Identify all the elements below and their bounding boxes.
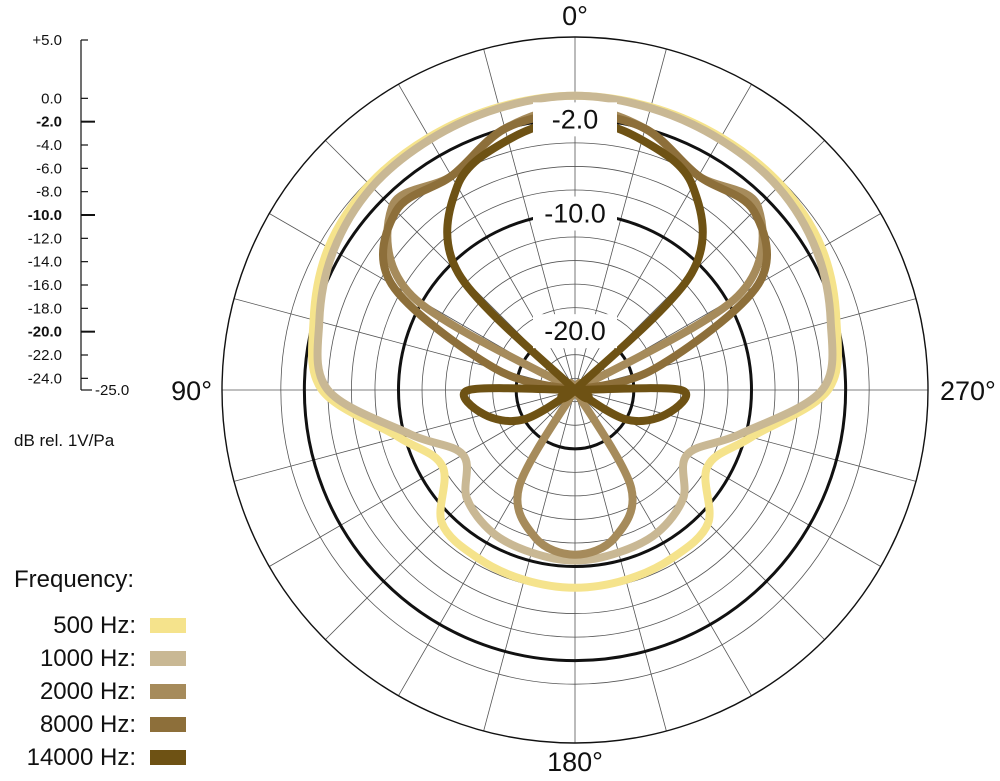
legend-swatch xyxy=(150,750,186,765)
unit-label: dB rel. 1V/Pa xyxy=(14,431,115,450)
legend-label: 14000 Hz: xyxy=(27,744,136,771)
scale-label: -25.0 xyxy=(95,382,129,399)
grid-ring xyxy=(445,260,705,520)
scale-label: -8.0 xyxy=(36,184,62,201)
ring-label: -2.0 xyxy=(552,104,599,134)
scale-label: -12.0 xyxy=(28,230,62,247)
scale-label: -24.0 xyxy=(28,370,62,387)
scale-label: -2.0 xyxy=(36,114,62,131)
scale-label: -10.0 xyxy=(28,207,62,224)
legend-label: 8000 Hz: xyxy=(40,711,136,738)
grid-ring xyxy=(421,236,729,544)
ring-label: -20.0 xyxy=(544,316,606,346)
ring-label: -10.0 xyxy=(544,199,606,229)
ring-label-bg xyxy=(533,314,617,349)
db-scale: dB rel. 1V/Pa +5.0 0.0 -2.0 -4.0 -6.0 -8.0 -10… xyxy=(14,32,129,450)
angle-label: 270° xyxy=(940,376,996,406)
scale-label: +5.0 xyxy=(32,32,62,49)
legend-swatch xyxy=(150,618,186,633)
series-curve xyxy=(443,115,707,426)
angle-label: 90° xyxy=(171,376,212,406)
angle-label: 0° xyxy=(562,1,588,31)
legend-label: 1000 Hz: xyxy=(40,645,136,672)
legend-title: Frequency: xyxy=(14,566,134,593)
scale-label: -18.0 xyxy=(28,300,62,317)
angle-labels: 0° 90° 180° 270° xyxy=(171,1,996,777)
scale-label: 0.0 xyxy=(41,90,62,107)
legend-label: 500 Hz: xyxy=(53,612,136,639)
scale-label: -6.0 xyxy=(36,160,62,177)
outer-ring xyxy=(221,36,929,744)
legend-swatch xyxy=(150,651,186,666)
ring-label-bg xyxy=(533,196,617,231)
legend-swatch xyxy=(150,717,186,732)
legend: Frequency: 500 Hz: 1000 Hz: 2000 Hz: 8000 H… xyxy=(14,566,186,771)
grid-ring xyxy=(351,166,799,614)
ring-label-bg xyxy=(533,102,617,137)
series-curve xyxy=(307,91,843,592)
legend-label: 2000 Hz: xyxy=(40,678,136,705)
scale-label: -4.0 xyxy=(36,137,62,154)
legend-swatch xyxy=(150,684,186,699)
scale-label: -14.0 xyxy=(28,254,62,271)
series-curve xyxy=(313,91,837,565)
scale-label: -20.0 xyxy=(28,324,62,341)
ring-labels: -2.0 -10.0 -20.0 xyxy=(533,102,617,349)
scale-label: -16.0 xyxy=(28,277,62,294)
scale-label: -22.0 xyxy=(28,347,62,364)
polar-curves xyxy=(307,91,843,592)
angle-label: 180° xyxy=(547,747,603,777)
